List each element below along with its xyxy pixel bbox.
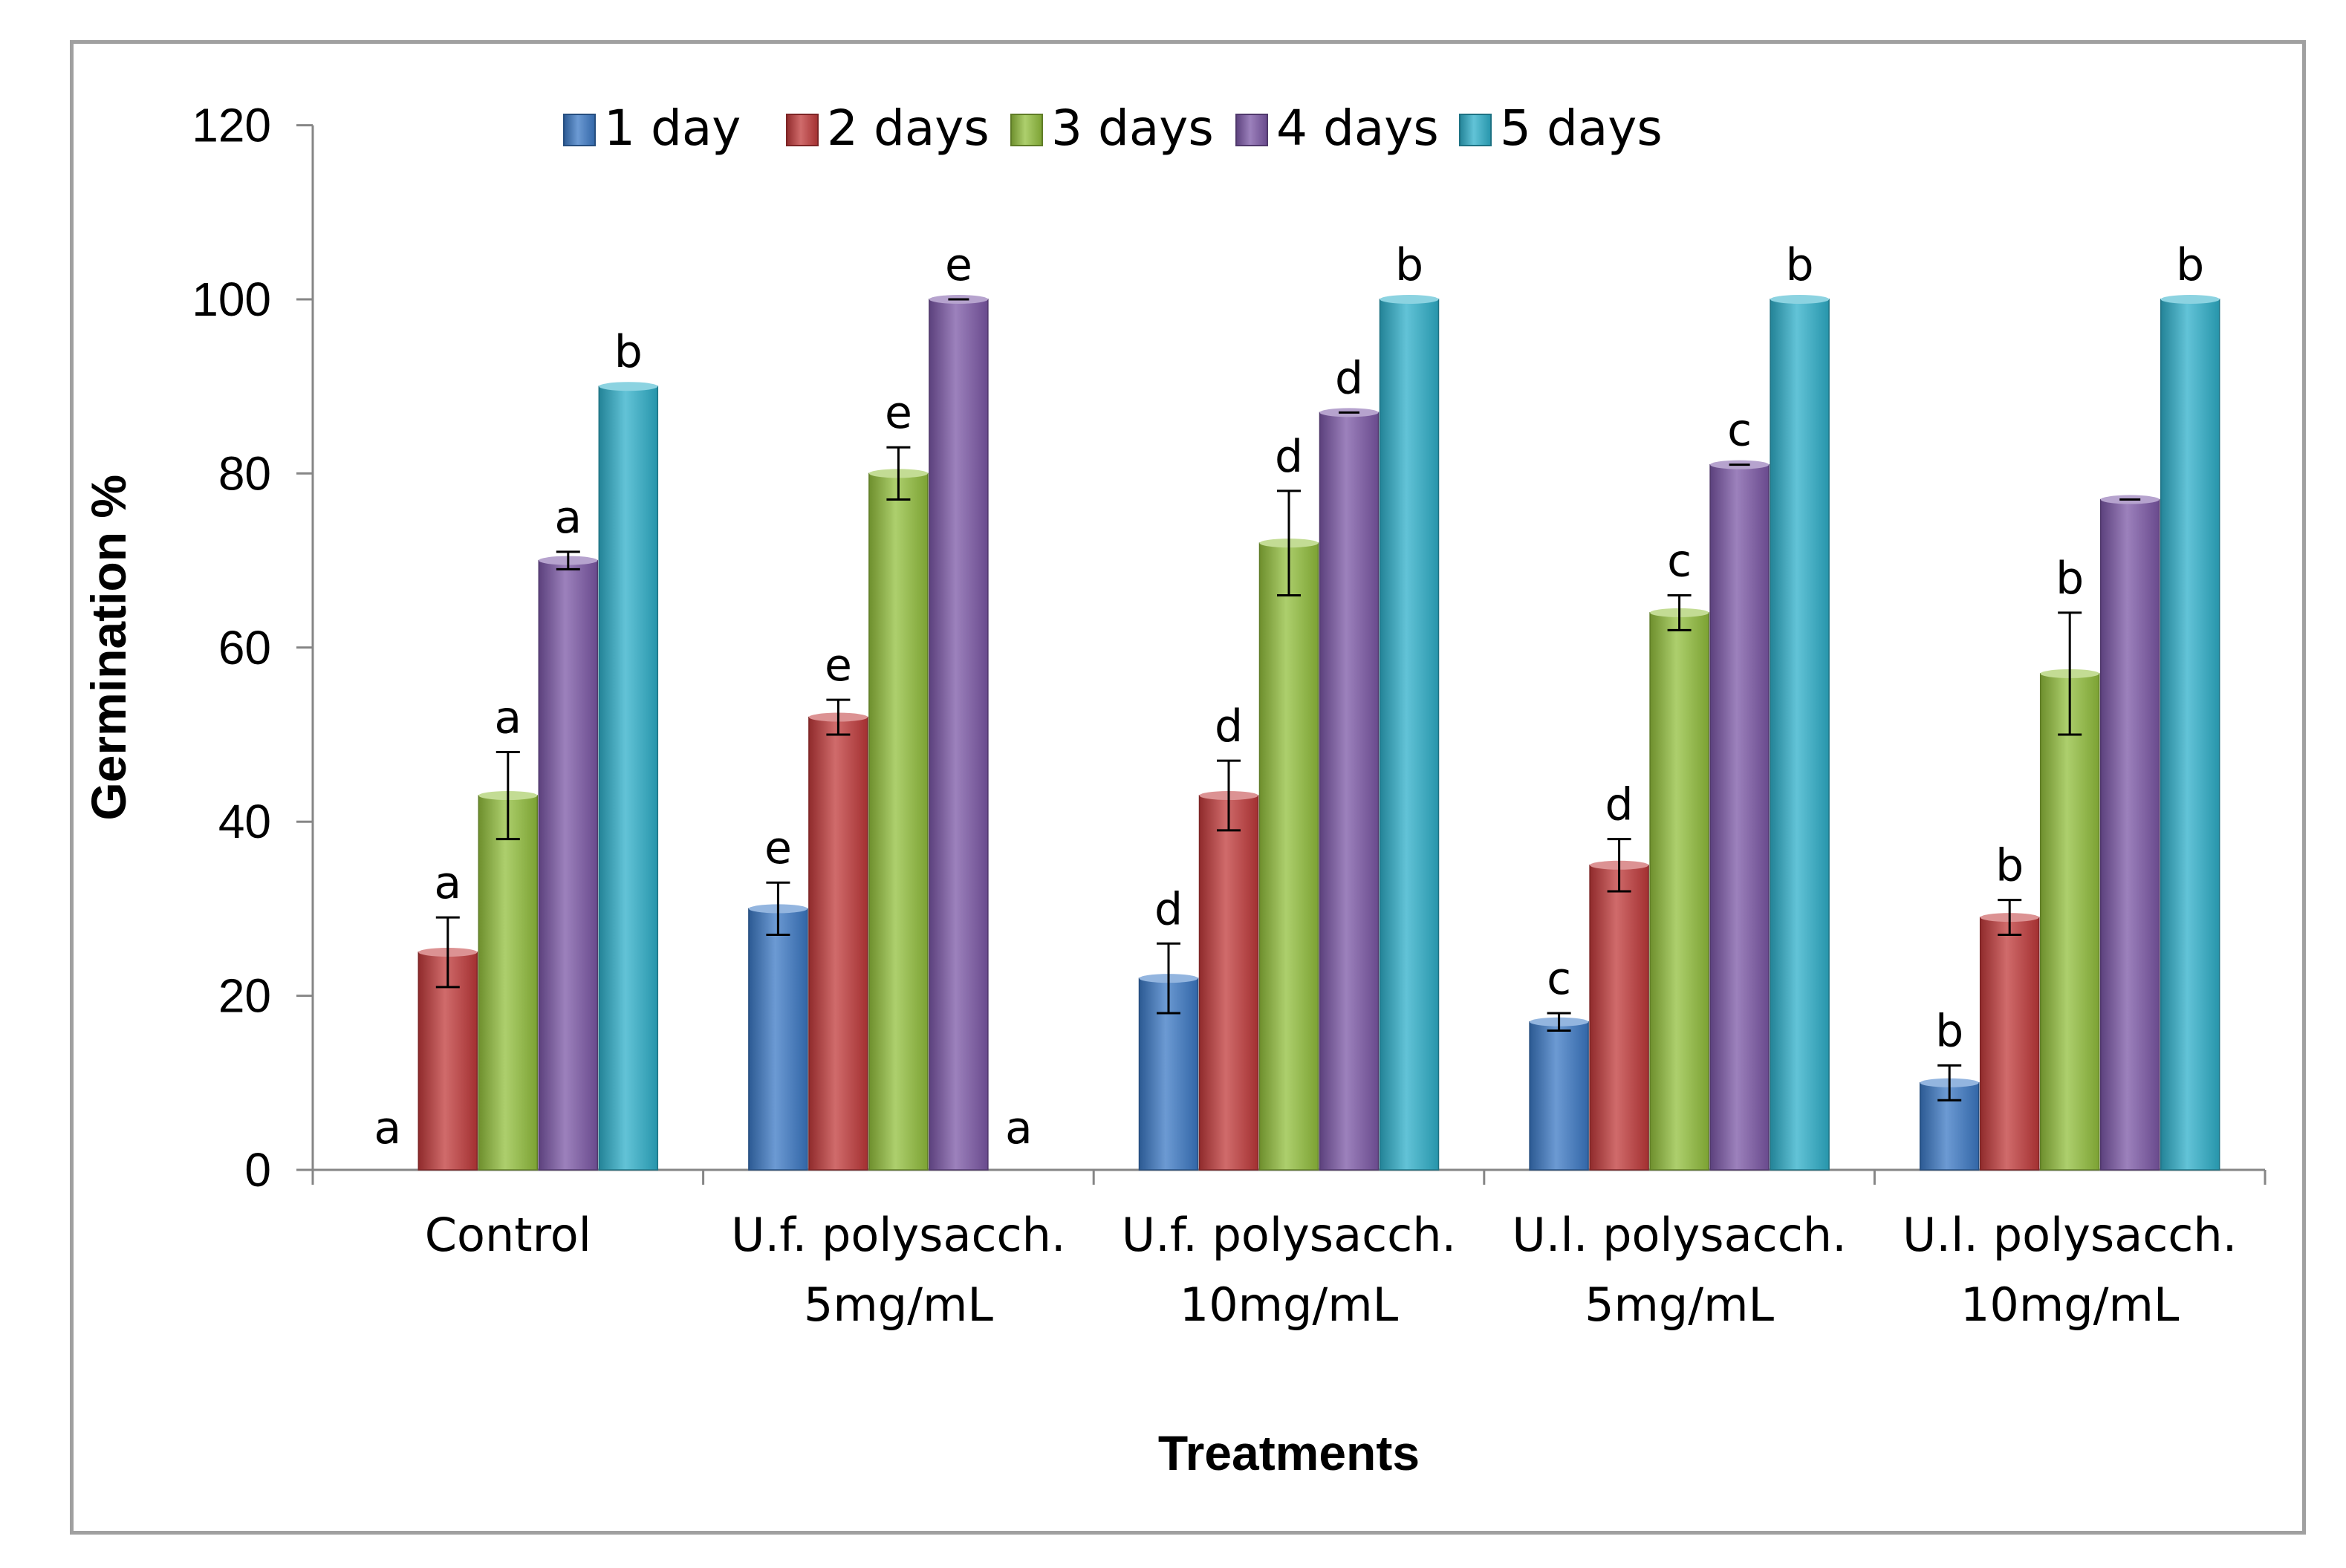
bar bbox=[1319, 411, 1380, 1171]
legend-swatch bbox=[786, 114, 819, 146]
bar bbox=[1589, 865, 1649, 1171]
bars bbox=[417, 295, 2220, 1171]
x-axis: Control U.f. polysacch. 5mg/mL U.f. polysac… bbox=[311, 1168, 2267, 1332]
significance-letter: d bbox=[1335, 352, 1363, 404]
bar bbox=[748, 908, 808, 1171]
significance-letter: d bbox=[1275, 431, 1303, 483]
chart-frame: 1 day 2 days 3 days 4 days 5 days 0 20 40 60 80 1… bbox=[70, 40, 2306, 1535]
significance-letter: e bbox=[764, 822, 792, 874]
y-tick-label: 40 bbox=[218, 795, 271, 848]
bar bbox=[808, 716, 868, 1171]
bar bbox=[1709, 463, 1770, 1171]
bar bbox=[868, 472, 929, 1171]
significance-letter: a bbox=[1005, 1102, 1033, 1154]
legend-label: 4 days bbox=[1276, 100, 1439, 157]
significance-letter: d bbox=[1605, 779, 1634, 831]
significance-letter: b bbox=[1935, 1005, 1963, 1057]
y-axis-title: Germination % bbox=[81, 475, 136, 821]
significance-letter: e bbox=[945, 239, 972, 291]
significance-letter: b bbox=[1395, 239, 1423, 291]
bar bbox=[1979, 917, 2040, 1171]
significance-letter: c bbox=[1727, 405, 1752, 457]
y-tick-label: 100 bbox=[192, 273, 271, 326]
x-category-label: Control bbox=[425, 1208, 591, 1262]
y-tick-label: 80 bbox=[218, 446, 271, 500]
bar-top bbox=[2160, 295, 2220, 304]
y-tick-label: 120 bbox=[192, 99, 271, 152]
y-tick-label: 20 bbox=[218, 969, 271, 1023]
legend-swatch bbox=[1459, 114, 1492, 146]
error-bars bbox=[435, 298, 2141, 1102]
significance-letter: c bbox=[1667, 535, 1692, 587]
legend-label: 3 days bbox=[1051, 100, 1214, 157]
bar-top bbox=[599, 382, 658, 391]
significance-letter: a bbox=[494, 692, 521, 744]
bar bbox=[417, 951, 478, 1171]
germination-bar-chart: 1 day 2 days 3 days 4 days 5 days 0 20 40 60 80 1… bbox=[81, 99, 2267, 1480]
bar-top bbox=[1770, 295, 1830, 304]
x-category-label: U.l. polysacch. 10mg/mL bbox=[1903, 1208, 2237, 1332]
significance-letter: e bbox=[885, 387, 912, 439]
y-tick-label: 0 bbox=[244, 1143, 271, 1197]
legend-swatch bbox=[1010, 114, 1043, 146]
bar bbox=[1198, 795, 1259, 1171]
legend-swatch bbox=[1235, 114, 1268, 146]
significance-letter: d bbox=[1154, 883, 1183, 935]
bar bbox=[1258, 542, 1319, 1171]
x-axis-title: Treatments bbox=[1158, 1425, 1420, 1480]
legend-label: 1 day bbox=[604, 100, 741, 157]
x-category-label: U.l. polysacch. 5mg/mL bbox=[1512, 1208, 1846, 1332]
significance-letter: e bbox=[825, 640, 852, 692]
bar bbox=[2099, 498, 2160, 1171]
bar-top bbox=[1380, 295, 1439, 304]
y-axis: 0 20 40 60 80 100 120 bbox=[192, 99, 314, 1197]
x-category-label: U.f. polysacch. 10mg/mL bbox=[1122, 1208, 1457, 1332]
y-tick-label: 60 bbox=[218, 621, 271, 674]
bar bbox=[2160, 299, 2220, 1171]
significance-letter: b bbox=[1786, 239, 1814, 291]
legend: 1 day 2 days 3 days 4 days 5 days bbox=[563, 100, 1663, 157]
significance-letter: b bbox=[2056, 553, 2084, 605]
bar bbox=[1529, 1021, 1589, 1171]
bar bbox=[538, 559, 599, 1171]
legend-label: 2 days bbox=[827, 100, 990, 157]
bar bbox=[929, 299, 989, 1171]
x-category-label: U.f. polysacch. 5mg/mL bbox=[731, 1208, 1066, 1332]
significance-letter: b bbox=[1995, 840, 2024, 892]
bar bbox=[1649, 612, 1709, 1171]
significance-letter: a bbox=[554, 492, 582, 544]
significance-letter: a bbox=[434, 857, 461, 909]
significance-letter: c bbox=[1547, 953, 1571, 1005]
significance-letter: b bbox=[2176, 239, 2204, 291]
significance-letter: d bbox=[1215, 700, 1243, 752]
significance-letter: b bbox=[614, 326, 643, 378]
bar bbox=[1379, 299, 1440, 1171]
legend-label: 5 days bbox=[1500, 100, 1663, 157]
bar bbox=[598, 386, 659, 1171]
bar bbox=[1770, 299, 1830, 1171]
legend-swatch bbox=[563, 114, 596, 146]
bar bbox=[478, 795, 539, 1171]
significance-letter: a bbox=[374, 1102, 401, 1154]
bar bbox=[2039, 673, 2100, 1171]
